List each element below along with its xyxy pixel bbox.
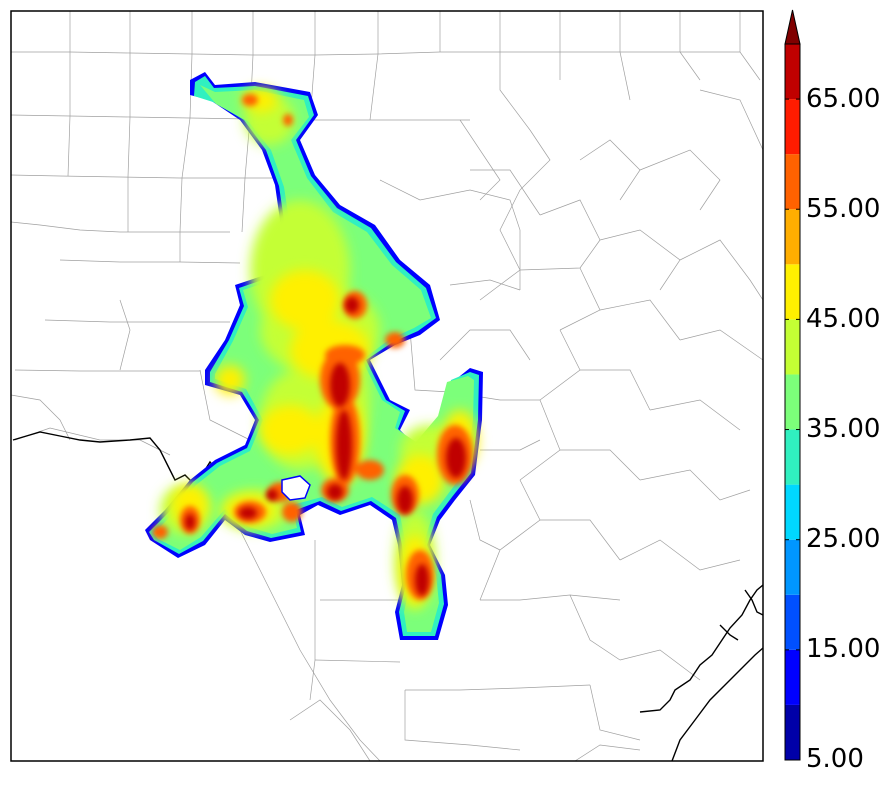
- colorbar-segment: [785, 99, 800, 155]
- colorbar-segment: [785, 429, 800, 485]
- colorbar-tick-label-15: 15.00: [806, 634, 881, 664]
- colorbar-extend-arrow: [784, 9, 801, 45]
- colorbar-segment: [785, 374, 800, 430]
- colorbar-segment: [785, 484, 800, 540]
- colorbar-segment: [785, 319, 800, 375]
- colorbar-segment: [785, 539, 800, 595]
- colorbar-segment: [785, 44, 800, 100]
- map-frame: [10, 10, 764, 762]
- colorbar-tick-label-35: 35.00: [806, 414, 881, 444]
- colorbar-segment: [785, 264, 800, 320]
- colorbar-segment: [785, 154, 800, 210]
- map-panel: [11, 11, 763, 761]
- colorbar-segment: [785, 649, 800, 705]
- colorbar-tick-label-5: 5.00: [806, 744, 864, 774]
- colorbar-tick-label-65: 65.00: [806, 84, 881, 114]
- county-boundaries: [11, 11, 763, 761]
- colorbar-segment: [785, 704, 800, 760]
- colorbar-segment: [785, 594, 800, 650]
- colorbar-tick-label-55: 55.00: [806, 194, 881, 224]
- reflectivity-swath: [145, 72, 483, 640]
- colorbar-tick-label-25: 25.00: [806, 524, 881, 554]
- colorbar-frame: [784, 43, 801, 761]
- colorbar-segment: [785, 209, 800, 265]
- swath-hole: [281, 475, 311, 501]
- colorbar-tick-label-45: 45.00: [806, 304, 881, 334]
- colorbar: [784, 9, 801, 761]
